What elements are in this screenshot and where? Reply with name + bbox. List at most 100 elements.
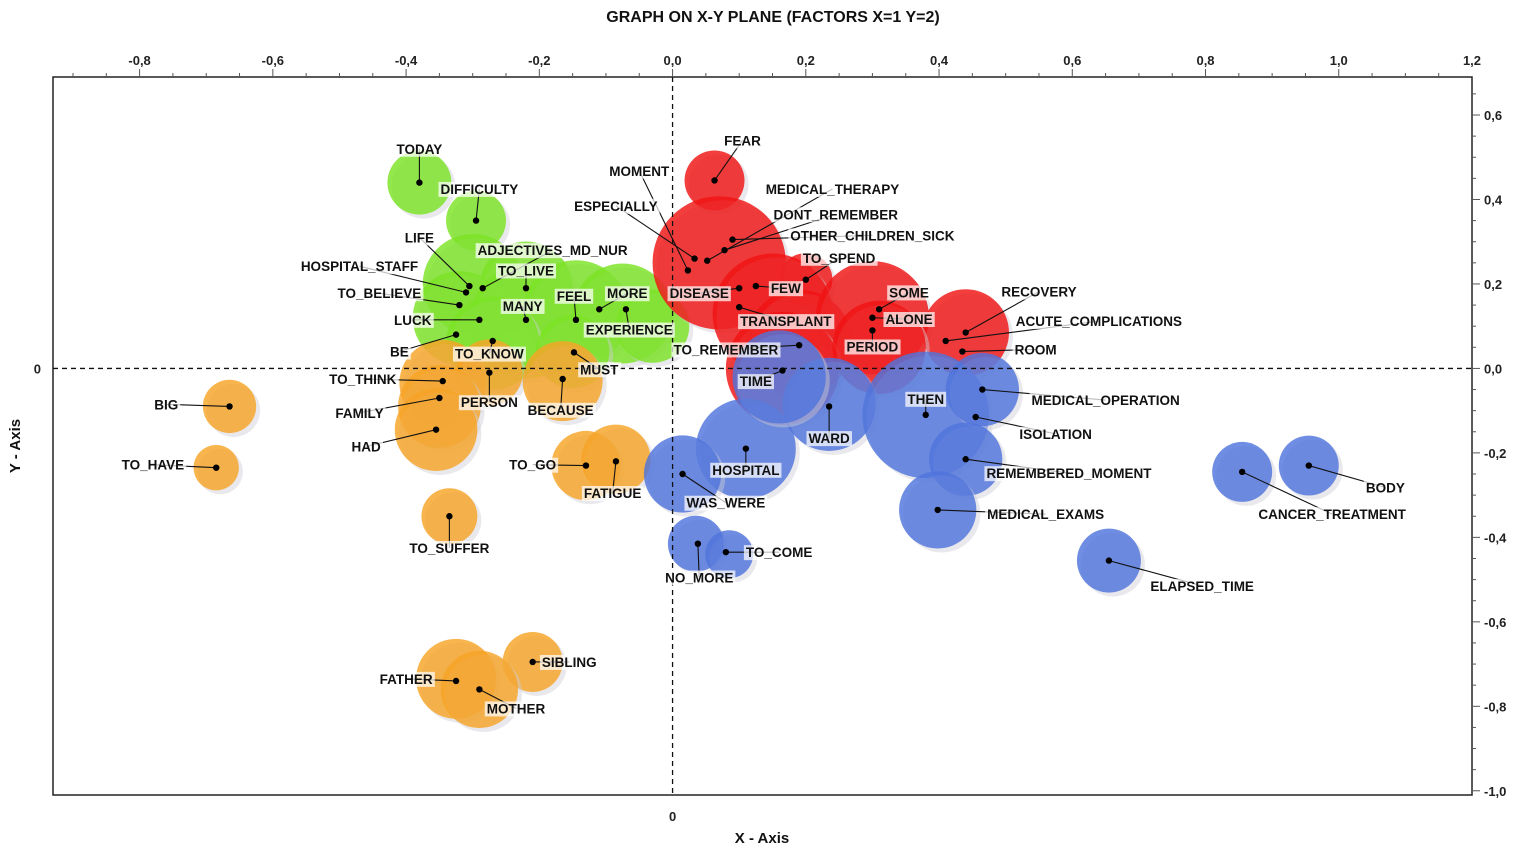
point-be: [452, 331, 460, 338]
point-recovery: [962, 329, 969, 336]
point-label: TIME: [740, 374, 772, 389]
point-label-background: [883, 312, 935, 328]
point-label: BODY: [1366, 481, 1405, 496]
point-luck: [476, 316, 483, 324]
point-today: [416, 179, 423, 186]
point-label: TO_BELIEVE: [338, 286, 422, 301]
y-zero-label: 0: [34, 361, 41, 376]
point-label-background: [800, 250, 878, 266]
point-label-background: [335, 286, 424, 302]
point-label: TO_LIVE: [498, 263, 554, 278]
y-tick-label: -0,2: [1484, 446, 1506, 461]
point-no-more: [694, 540, 702, 547]
point-label-background: [438, 181, 521, 197]
point-label: DIFFICULTY: [440, 182, 518, 197]
point-fear: [711, 177, 718, 184]
point-label-background: [710, 462, 782, 478]
point-label: SIBLING: [542, 655, 597, 670]
point-medical-exams: [934, 506, 941, 514]
chart-title: GRAPH ON X-Y PLANE (FACTORS X=1 Y=2): [606, 9, 939, 26]
point-medical-therapy: [704, 257, 711, 264]
labels-layer: TODAY DIFFICULTY LIFE ADJECTIVES_MD_NUR HOSP…: [119, 133, 1409, 717]
y-tick-label: 0,4: [1484, 192, 1503, 207]
point-label: TO_COME: [746, 545, 813, 560]
point-disease: [735, 284, 743, 292]
point-to-come: [722, 548, 730, 556]
point-label-background: [788, 228, 957, 244]
point-label: ROOM: [1015, 342, 1057, 357]
point-transplant: [735, 303, 743, 311]
point-label-background: [475, 243, 630, 259]
y-tick-label: 0,2: [1484, 277, 1502, 292]
y-tick-label: 0,6: [1484, 108, 1502, 123]
axes-layer: [53, 77, 1472, 795]
x-tick-label: -0,4: [395, 53, 418, 68]
point-label-background: [905, 391, 947, 407]
point-label: FATHER: [380, 672, 433, 687]
leader-line: [615, 205, 695, 260]
point-label-background: [771, 207, 901, 223]
ticks-layer: -0,8 -0,6 -0,4 -0,2 0,0 0,2 0,4 0,6 0,8 1,0 1,2 0,6…: [34, 53, 1507, 824]
point-label: BECAUSE: [528, 403, 594, 418]
point-label: TODAY: [397, 142, 443, 157]
point-experience: [622, 306, 630, 313]
point-label-background: [349, 439, 383, 455]
y-tick-label: -0,8: [1484, 699, 1506, 714]
point-label-background: [607, 163, 672, 179]
point-label: MEDICAL_EXAMS: [987, 507, 1104, 522]
point-label: CANCER_TREATMENT: [1258, 507, 1406, 522]
point-label: FEW: [771, 281, 801, 296]
point-label: NO_MORE: [665, 570, 733, 585]
y-tick-label: -0,4: [1484, 530, 1507, 545]
point-label-background: [391, 312, 434, 328]
point-label: WAS_WERE: [686, 496, 765, 511]
point-label-background: [722, 133, 764, 149]
point-label: DONT_REMEMBER: [774, 207, 899, 222]
point-label: MEDICAL_OPERATION: [1031, 393, 1179, 408]
point-sibling: [529, 658, 536, 666]
point-ward: [825, 403, 833, 410]
point-room: [959, 348, 966, 355]
point-life: [466, 282, 473, 290]
point-label-background: [671, 342, 781, 358]
leader-line: [419, 237, 470, 287]
x-tick-label: 0,8: [1196, 53, 1214, 68]
point-label: RECOVERY: [1001, 285, 1076, 300]
point-label-background: [152, 397, 181, 413]
y-tick-label: -0,6: [1484, 615, 1506, 630]
point-to-spend: [802, 276, 810, 283]
point-label-background: [1148, 578, 1256, 594]
point-label: SOME: [889, 285, 929, 300]
point-because: [559, 375, 566, 383]
point-label-background: [119, 457, 187, 473]
point-label-background: [984, 466, 1155, 482]
point-difficulty: [472, 217, 480, 224]
point-label-background: [999, 284, 1079, 300]
point-label: TO_GO: [509, 458, 556, 473]
point-label: TRANSPLANT: [740, 314, 832, 329]
point-label-background: [738, 314, 835, 330]
point-label-background: [806, 431, 852, 447]
point-then: [922, 411, 929, 419]
point-many: [522, 316, 530, 324]
point-label-background: [333, 405, 386, 421]
point-medical-operation: [979, 386, 986, 393]
point-label: TO_SPEND: [803, 251, 876, 266]
bubble-blue: [705, 530, 754, 579]
point-feel: [572, 316, 580, 324]
x-tick-label: 0,6: [1063, 53, 1081, 68]
point-label: FEEL: [557, 289, 592, 304]
point-label-background: [985, 507, 1107, 523]
point-to-go: [582, 462, 590, 469]
point-label: TO_HAVE: [122, 458, 185, 473]
point-label-background: [1017, 426, 1094, 442]
point-label: ADJECTIVES_MD_NUR: [478, 243, 628, 258]
point-was-were: [679, 470, 686, 478]
point-label: REMEMBERED_MOMENT: [986, 466, 1152, 481]
point-mother: [476, 686, 483, 693]
leader-line: [638, 170, 689, 271]
point-label: TO_SUFFER: [409, 541, 489, 556]
point-label-background: [1012, 342, 1059, 358]
dots-layer: [213, 177, 1312, 693]
point-label: LUCK: [394, 313, 432, 328]
